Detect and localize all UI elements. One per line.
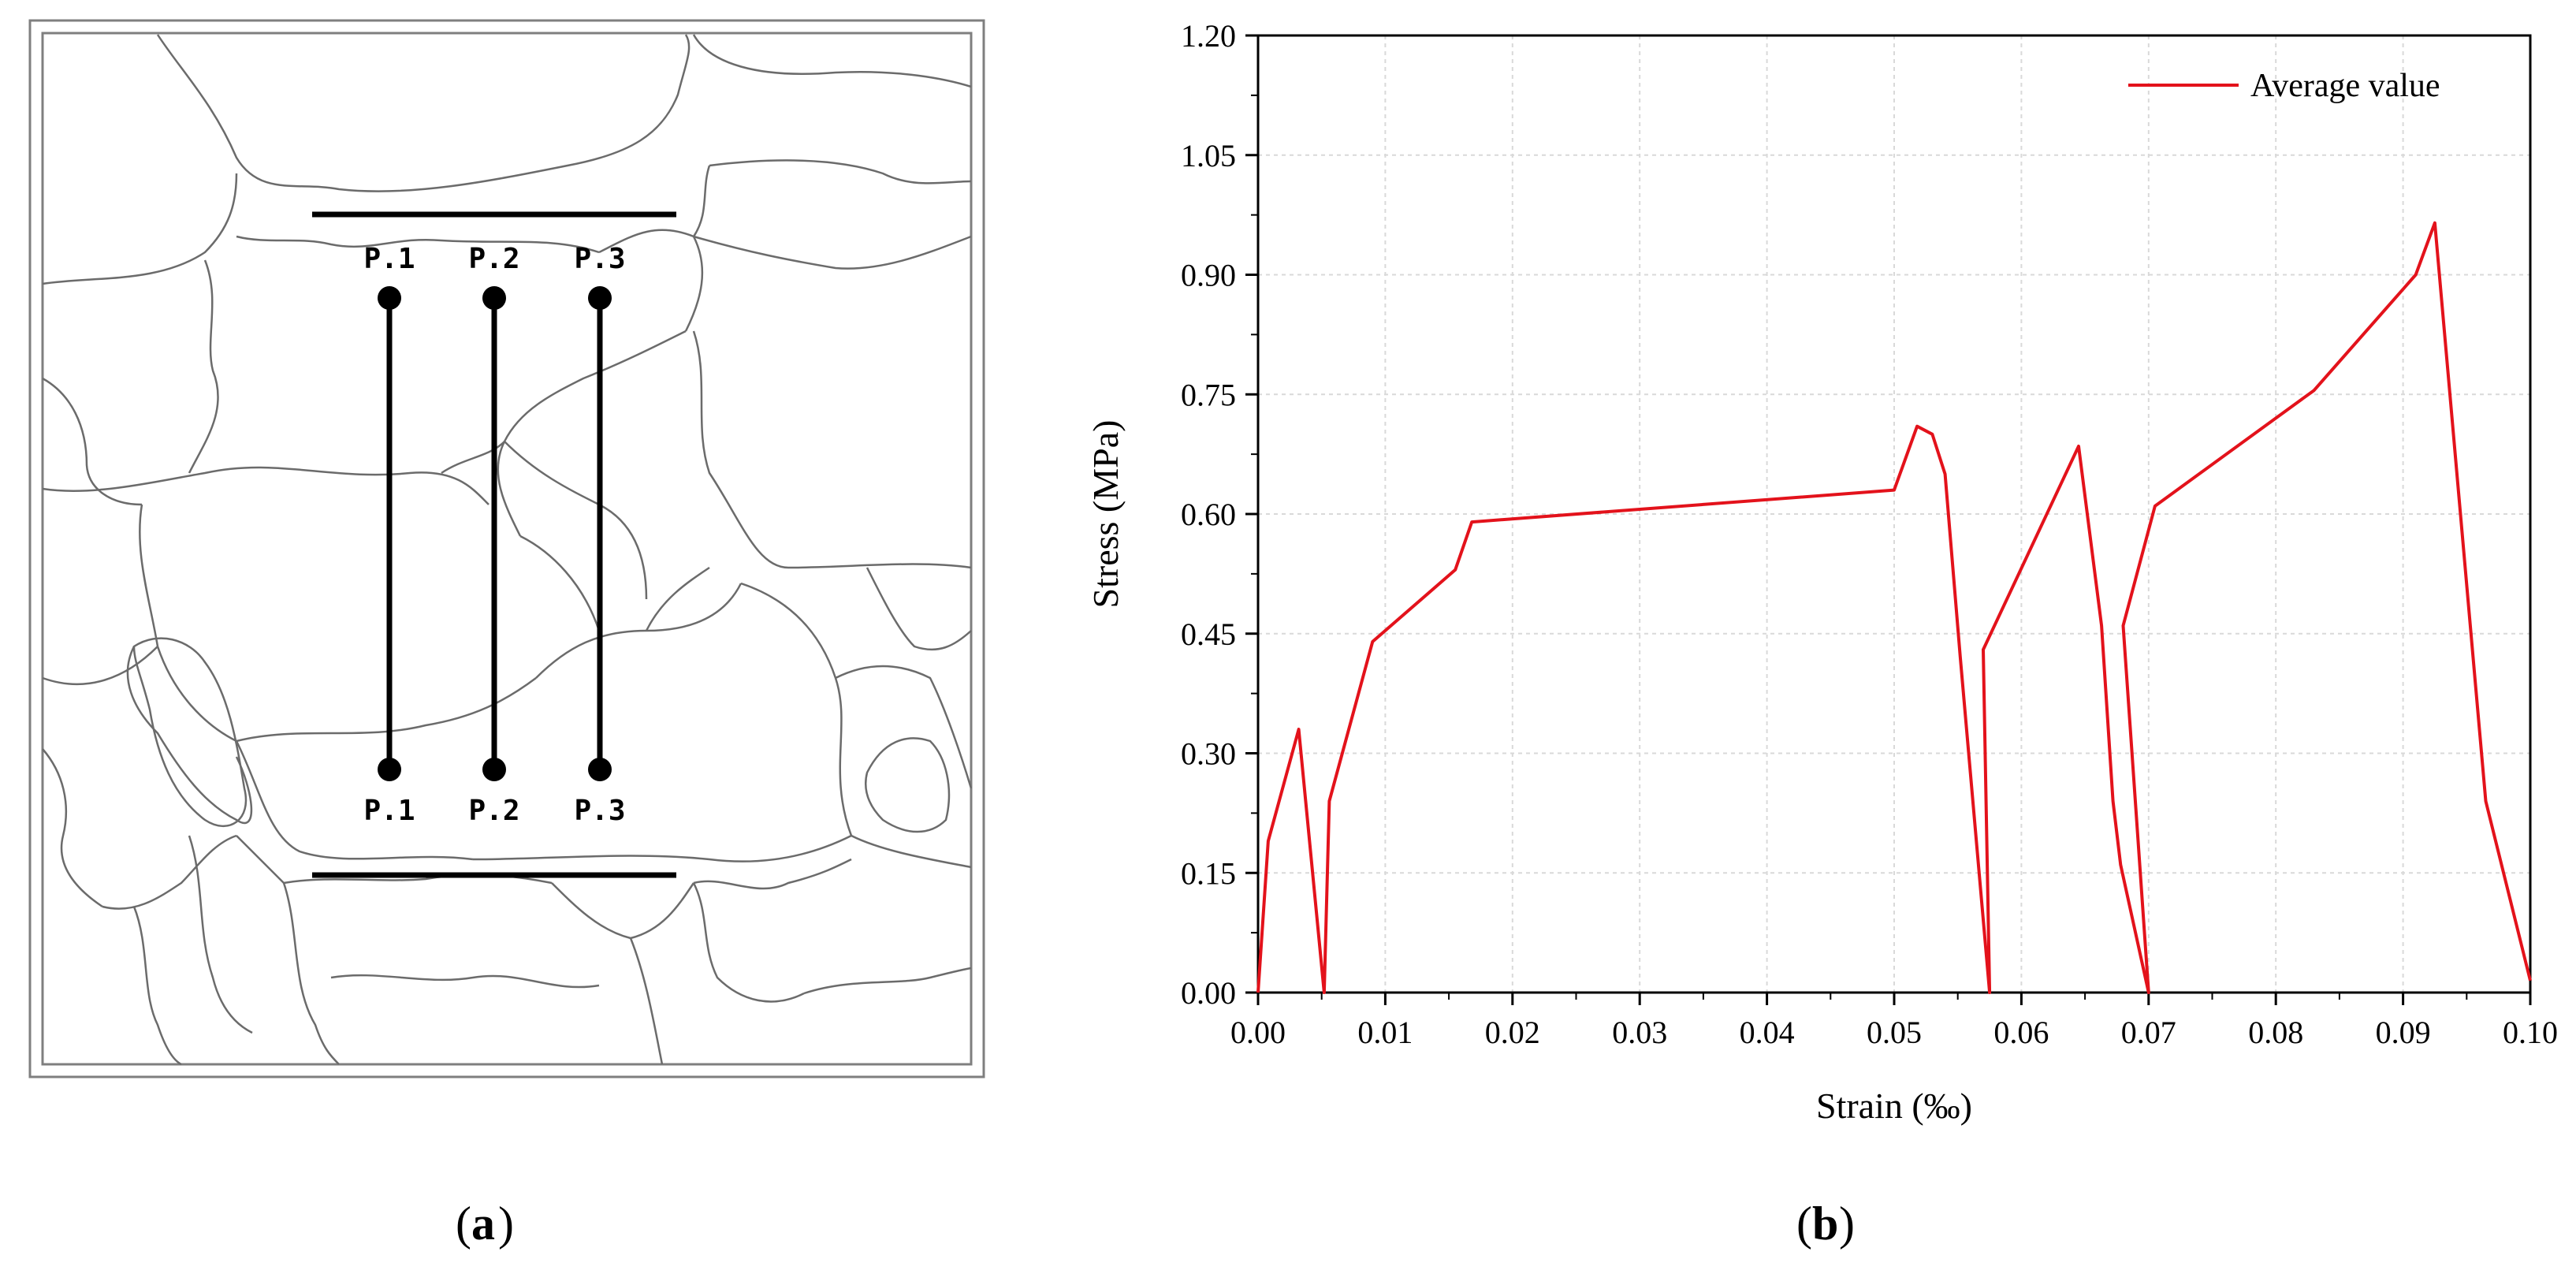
x-tick-label: 0.00 (1230, 1015, 1286, 1050)
point-marker-bottom-p3 (588, 758, 612, 781)
y-tick-labels: 0.00 0.15 0.30 0.45 0.60 0.75 0.90 1.05 1.20 (1181, 18, 1236, 1011)
diagram-outer-frame (28, 19, 985, 1078)
x-axis-title: Strain (‰) (1816, 1086, 1972, 1126)
diagram-inner-frame (41, 32, 973, 1066)
panel-label-b-letter: b (1812, 1198, 1838, 1250)
y-tick-label: 1.20 (1181, 18, 1236, 54)
series-line-average-value (1256, 221, 2532, 994)
svg-text:): ) (1839, 1198, 1855, 1250)
x-tick-label: 0.06 (1993, 1015, 2049, 1050)
point-marker-top-p3 (588, 286, 612, 310)
point-marker-bottom-p2 (482, 758, 506, 781)
y-tick-label: 0.00 (1181, 975, 1236, 1011)
panel-label-a-letter: a (471, 1198, 495, 1250)
point-marker-top-p1 (378, 286, 401, 310)
x-tick-label: 0.08 (2248, 1015, 2303, 1050)
x-tick-label: 0.09 (2376, 1015, 2431, 1050)
y-tick-label: 0.75 (1181, 377, 1236, 412)
y-tick-label: 0.30 (1181, 736, 1236, 772)
svg-text:): ) (498, 1198, 514, 1250)
y-tick-label: 0.90 (1181, 258, 1236, 293)
point-marker-top-p2 (482, 286, 506, 310)
point-label-top-p3: P.3 (574, 243, 625, 275)
panel-a-diagram: P.1 P.2 P.3 P.1 P.2 P.3 (28, 19, 985, 1078)
panel-b-chart: 0.00 0.01 0.02 0.03 0.04 0.05 0.06 0.07 0.08 0.09… (1085, 18, 2558, 1126)
x-tick-label: 0.05 (1867, 1015, 1922, 1050)
x-tick-label: 0.01 (1357, 1015, 1413, 1050)
y-tick-label: 0.60 (1181, 497, 1236, 532)
axis-ticks (1245, 34, 2532, 1005)
grid-lines (1258, 35, 2530, 993)
mortar-joints (42, 34, 973, 1066)
x-tick-label: 0.04 (1740, 1015, 1795, 1050)
y-tick-label: 1.05 (1181, 138, 1236, 173)
svg-text:(: ( (1796, 1198, 1812, 1250)
point-label-top-p2: P.2 (468, 243, 519, 275)
point-label-bottom-p2: P.2 (468, 795, 519, 827)
legend-label: Average value (2250, 68, 2440, 104)
svg-text:(: ( (456, 1198, 471, 1250)
measurement-lines (378, 286, 612, 781)
y-axis-title: Stress (MPa) (1085, 420, 1126, 609)
x-tick-label: 0.10 (2503, 1015, 2558, 1050)
x-tick-label: 0.07 (2121, 1015, 2176, 1050)
x-tick-label: 0.02 (1485, 1015, 1540, 1050)
point-marker-bottom-p1 (378, 758, 401, 781)
point-label-bottom-p3: P.3 (574, 795, 625, 827)
point-label-top-p1: P.1 (363, 243, 415, 275)
x-tick-labels: 0.00 0.01 0.02 0.03 0.04 0.05 0.06 0.07 0.08 0.09… (1230, 1015, 2558, 1050)
panel-label-b: ( b ) (1796, 1198, 1855, 1250)
panel-label-a: ( a ) (456, 1198, 514, 1250)
y-tick-label: 0.45 (1181, 617, 1236, 652)
x-tick-label: 0.03 (1612, 1015, 1667, 1050)
y-tick-label: 0.15 (1181, 855, 1236, 891)
point-label-bottom-p1: P.1 (363, 795, 415, 827)
legend: Average value (2128, 68, 2440, 104)
